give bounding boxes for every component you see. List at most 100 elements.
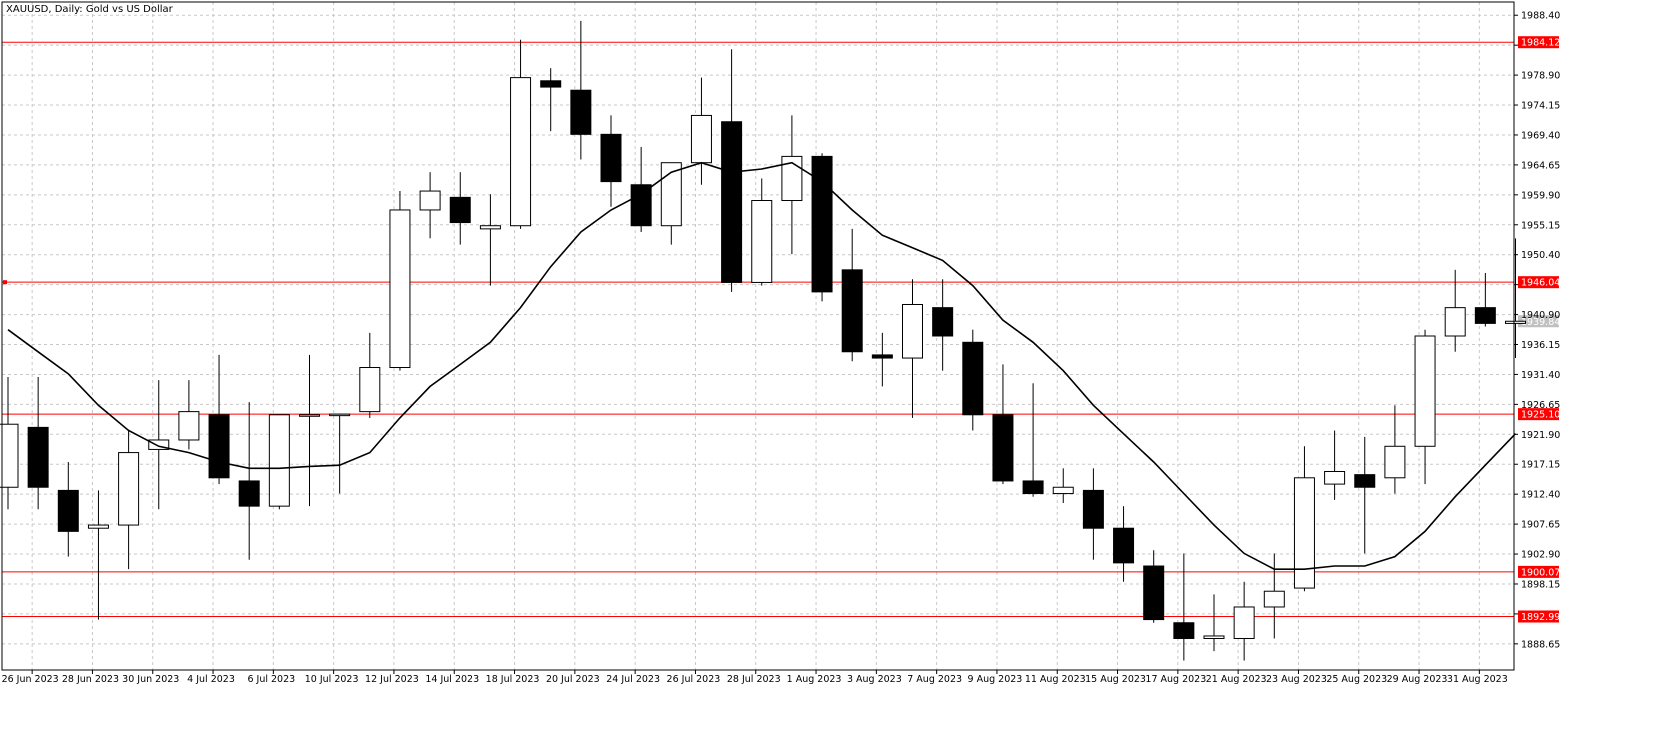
x-tick-label: 15 Aug 2023: [1085, 674, 1146, 685]
y-tick-label: 1912.40: [1521, 490, 1560, 501]
candlestick-series: [0, 20, 1526, 661]
x-tick-label: 25 Aug 2023: [1326, 674, 1387, 685]
candle: [841, 228, 863, 362]
candle-body-bear: [630, 184, 652, 227]
candle-body-bear: [871, 354, 893, 359]
x-tick-label: 29 Aug 2023: [1387, 674, 1448, 685]
x-tick-label: 1 Aug 2023: [787, 674, 842, 685]
y-tick-label: 1898.15: [1521, 579, 1560, 590]
level-price-label: 1925.10: [1521, 410, 1560, 421]
y-tick-label: 1926.65: [1521, 400, 1560, 411]
candle-body-bull: [902, 303, 923, 359]
candle-body-bear: [449, 196, 471, 224]
candle-body-bull: [1052, 486, 1074, 495]
candle: [1384, 405, 1406, 494]
level-price-label: 1900.07: [1521, 567, 1560, 578]
candle: [630, 146, 652, 233]
candle: [0, 376, 19, 510]
candle: [1143, 550, 1165, 623]
candle: [1474, 272, 1496, 327]
candle-body-bear: [208, 414, 230, 479]
y-tick-label: 1902.90: [1521, 550, 1560, 561]
level-price-tag: [1518, 565, 1559, 578]
candle: [932, 279, 954, 371]
y-tick-label: 1931.40: [1521, 370, 1560, 381]
candle: [87, 490, 109, 620]
x-tick-label: 6 Jul 2023: [247, 674, 295, 685]
candle-body-bear: [1173, 622, 1195, 639]
candle: [1505, 238, 1526, 359]
y-tick-label: 1959.90: [1521, 190, 1560, 201]
candle-body-bull: [1233, 606, 1255, 639]
candle: [811, 153, 833, 302]
candle-body-bull: [1263, 590, 1285, 608]
y-tick-label: 1888.65: [1521, 639, 1560, 650]
candle-body-bull: [1414, 335, 1436, 447]
candle: [871, 332, 893, 387]
candle-body-bull: [479, 225, 501, 230]
candle-body-bear: [1082, 489, 1104, 529]
level-price-label: 1984.12: [1521, 38, 1560, 49]
y-tick-label: 1974.15: [1521, 101, 1560, 112]
candle: [419, 172, 441, 239]
candle: [1203, 594, 1225, 652]
candle-body-bear: [1474, 307, 1496, 324]
level-price-tag: [1518, 36, 1559, 49]
x-tick-label: 4 Jul 2023: [187, 674, 235, 685]
candle: [449, 172, 471, 245]
y-tick-label: 1921.90: [1521, 430, 1560, 441]
candle-body-bull: [1384, 445, 1406, 479]
candle-body-bull: [1293, 477, 1315, 589]
candle-body-bull: [299, 414, 320, 417]
moving-average: [7, 161, 1517, 571]
candle-body-bull: [329, 413, 351, 417]
candle-body-bear: [1354, 474, 1376, 488]
y-tick-label: 1917.15: [1521, 460, 1560, 471]
x-tick-label: 7 Aug 2023: [907, 674, 962, 685]
x-tick-label: 21 Aug 2023: [1206, 674, 1267, 685]
candle: [27, 376, 49, 510]
y-tick-label: 1950.40: [1521, 250, 1560, 261]
candle: [178, 380, 200, 450]
candle: [660, 162, 682, 245]
candle: [962, 329, 984, 431]
y-tick-label: 1936.15: [1521, 340, 1560, 351]
candle-body-bull: [1203, 635, 1225, 639]
chart-axes: 1988.40 1978.90 1974.15 1969.40 1964.65 1959.…: [1, 1, 1560, 685]
candle-body-bear: [1113, 527, 1135, 564]
candle: [57, 462, 79, 557]
x-tick-label: 14 Jul 2023: [425, 674, 479, 685]
x-tick-label: 9 Aug 2023: [968, 674, 1023, 685]
candle-body-bear: [57, 489, 79, 532]
x-tick-label: 17 Aug 2023: [1145, 674, 1206, 685]
level-price-tag: [1518, 408, 1559, 421]
x-tick-label: 10 Jul 2023: [305, 674, 359, 685]
candle-body-bear: [841, 269, 863, 353]
y-tick-label: 1969.40: [1521, 130, 1560, 141]
x-tick-label: 11 Aug 2023: [1025, 674, 1086, 685]
candle-body-bear: [27, 426, 49, 488]
level-price-label: 1946.04: [1521, 278, 1560, 289]
candle-body-bull: [118, 452, 140, 526]
candle-body-bear: [238, 480, 260, 507]
candle-body-bull: [781, 155, 803, 202]
candle: [1022, 383, 1044, 497]
candle-body-bull: [1324, 470, 1346, 485]
current-price-label: 1939.84: [1521, 317, 1560, 328]
candle: [1113, 506, 1135, 582]
candle-body-bull: [268, 414, 290, 507]
x-tick-label: 28 Jun 2023: [62, 674, 119, 685]
x-tick-label: 20 Jul 2023: [546, 674, 600, 685]
candle: [721, 49, 743, 292]
candle: [1052, 468, 1074, 503]
candle-body-bear: [1143, 565, 1165, 621]
x-tick-label: 24 Jul 2023: [606, 674, 660, 685]
candle-body-bear: [992, 414, 1014, 482]
candle: [600, 115, 622, 207]
candle: [299, 354, 320, 507]
candle-body-bear: [540, 80, 562, 88]
candle: [1173, 553, 1195, 661]
